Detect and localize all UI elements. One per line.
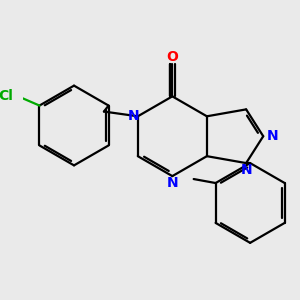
Text: N: N	[267, 129, 278, 143]
Text: N: N	[128, 109, 140, 123]
Text: Cl: Cl	[0, 89, 14, 103]
Text: N: N	[167, 176, 178, 190]
Text: N: N	[240, 163, 252, 177]
Text: O: O	[167, 50, 178, 64]
